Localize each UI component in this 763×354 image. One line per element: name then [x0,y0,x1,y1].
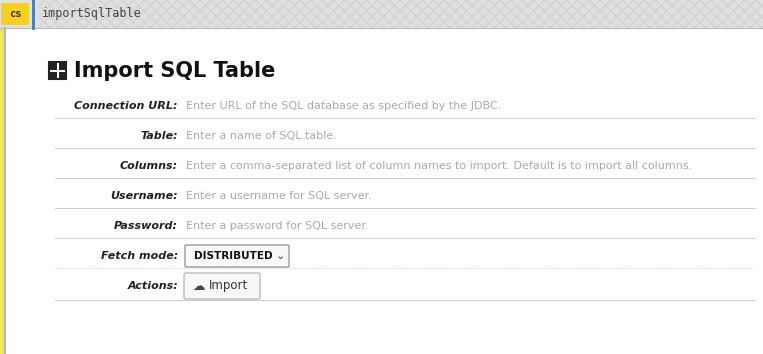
Text: Import SQL Table: Import SQL Table [74,61,275,81]
Bar [0,0,763,28]
FancyBboxPatch shape [185,245,289,267]
Text: importSqlTable: importSqlTable [42,7,142,21]
Text: Enter a comma-separated list of column names to import. Default is to import all: Enter a comma-separated list of column n… [186,161,692,171]
FancyBboxPatch shape [184,273,260,299]
Text: Password:: Password: [114,221,178,231]
Text: Columns:: Columns: [120,161,178,171]
Bar [38,0,763,28]
FancyBboxPatch shape [1,3,29,25]
Text: Table:: Table: [140,131,178,141]
Text: ⌄: ⌄ [275,251,285,261]
Text: Fetch mode:: Fetch mode: [101,251,178,261]
Text: Username:: Username: [111,191,178,201]
Text: Actions:: Actions: [127,281,178,291]
Text: DISTRIBUTED: DISTRIBUTED [194,251,272,261]
Text: Enter a name of SQL table.: Enter a name of SQL table. [186,131,337,141]
Text: ☁: ☁ [193,280,205,292]
Text: Enter a password for SQL server.: Enter a password for SQL server. [186,221,369,231]
Bar [59,72,66,79]
Bar [49,62,66,79]
Text: Enter URL of the SQL database as specified by the JDBC.: Enter URL of the SQL database as specifi… [186,101,501,111]
Text: Enter a username for SQL server.: Enter a username for SQL server. [186,191,372,201]
Bar [59,63,66,70]
Bar [50,72,57,79]
Text: cs: cs [8,9,21,19]
Bar [50,63,57,70]
Text: Connection URL:: Connection URL: [75,101,178,111]
Bar [0,28,4,354]
Text: Import: Import [209,280,249,292]
